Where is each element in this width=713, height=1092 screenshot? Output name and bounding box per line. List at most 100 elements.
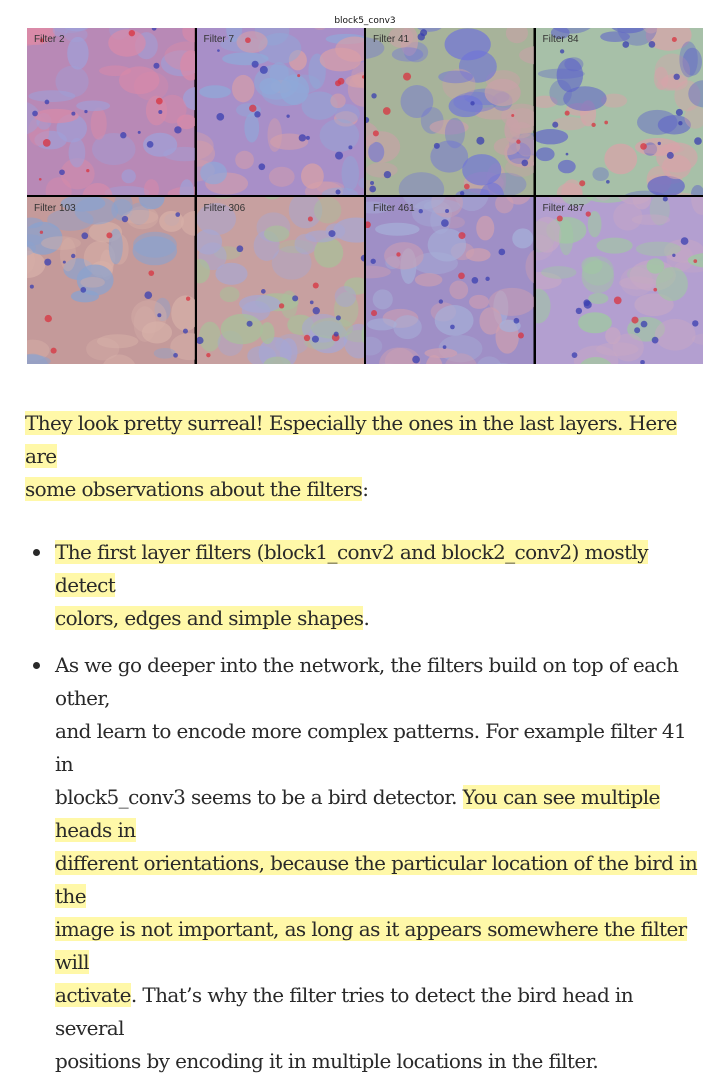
texture-dot xyxy=(335,152,343,160)
text: As we go deeper into the network, the fi… xyxy=(55,653,678,710)
texture-dot xyxy=(292,295,298,301)
texture-dot xyxy=(450,325,455,330)
article-body: They look pretty surreal! Especially the… xyxy=(25,407,705,1092)
texture-dot xyxy=(470,101,474,105)
texture-dot xyxy=(312,283,318,289)
texture-blob xyxy=(462,154,501,185)
texture-blob xyxy=(631,214,670,225)
texture-dot xyxy=(245,37,251,43)
texture-blob xyxy=(485,79,521,106)
texture-blob xyxy=(264,226,289,242)
texture-dot xyxy=(565,153,568,156)
text: and learn to encode more complex pattern… xyxy=(55,719,686,776)
texture-dot xyxy=(217,49,220,52)
texture-dot xyxy=(32,111,38,117)
texture-dot xyxy=(439,299,443,303)
filter-label: Filter 41 xyxy=(373,34,409,46)
texture-dot xyxy=(333,332,338,337)
texture-blob xyxy=(384,242,424,269)
texture-dot xyxy=(640,143,647,150)
texture-dot xyxy=(383,107,391,115)
texture-blob xyxy=(581,257,602,274)
highlight: The first layer filters (block1_conv2 an… xyxy=(55,540,648,597)
filter-texture xyxy=(27,28,195,195)
texture-dot xyxy=(337,78,344,85)
texture-dot xyxy=(335,189,340,194)
texture-dot xyxy=(458,232,465,239)
texture-dot xyxy=(575,308,581,314)
texture-dot xyxy=(51,348,57,354)
texture-dot xyxy=(591,123,595,127)
texture-blob xyxy=(334,286,355,307)
texture-dot xyxy=(303,335,309,341)
highlight: activate xyxy=(55,983,131,1007)
texture-blob xyxy=(159,211,184,232)
texture-dot xyxy=(657,142,660,145)
list-item: The first layer filters (block1_conv2 an… xyxy=(25,536,705,635)
highlight: colors, edges and simple shapes xyxy=(55,606,363,630)
texture-blob xyxy=(449,281,468,300)
texture-dot xyxy=(516,140,520,144)
texture-blob xyxy=(620,267,653,296)
texture-blob xyxy=(564,57,583,71)
texture-dot xyxy=(556,216,562,222)
texture-blob xyxy=(466,248,491,261)
filter-label: Filter 103 xyxy=(34,203,76,215)
text: : xyxy=(362,477,368,501)
bullet-icon xyxy=(33,662,40,669)
texture-dot xyxy=(156,98,163,105)
figure-title: block5_conv3 xyxy=(27,14,703,28)
texture-dot xyxy=(81,232,88,239)
texture-blob xyxy=(469,295,489,309)
texture-dot xyxy=(571,352,577,358)
texture-blob xyxy=(279,74,308,105)
texture-dot xyxy=(71,254,75,258)
intro-paragraph: They look pretty surreal! Especially the… xyxy=(25,407,705,506)
texture-blob xyxy=(220,314,263,344)
texture-dot xyxy=(148,270,154,276)
texture-dot xyxy=(278,303,283,308)
texture-dot xyxy=(579,180,585,186)
texture-dot xyxy=(412,356,420,364)
texture-dot xyxy=(458,272,465,279)
texture-dot xyxy=(693,259,697,263)
texture-blob xyxy=(236,31,267,53)
texture-dot xyxy=(305,136,309,140)
texture-dot xyxy=(384,171,391,178)
filter-label: Filter 306 xyxy=(204,203,246,215)
texture-blob xyxy=(366,162,398,177)
texture-blob xyxy=(76,100,110,111)
texture-blob xyxy=(108,29,146,56)
texture-dot xyxy=(122,216,128,222)
texture-blob xyxy=(536,147,555,161)
texture-dot xyxy=(521,160,528,167)
texture-dot xyxy=(564,111,569,116)
filter-tile: Filter 487 xyxy=(536,197,704,364)
texture-dot xyxy=(173,353,178,358)
bullet-icon xyxy=(33,549,40,556)
texture-dot xyxy=(694,137,702,145)
texture-dot xyxy=(251,61,258,68)
list-item: As we go deeper into the network, the fi… xyxy=(25,649,705,1078)
filter-grid: Filter 2 Filter 7 Filter 41 Filter 84 Fi… xyxy=(27,28,703,364)
texture-dot xyxy=(45,100,50,105)
texture-blob xyxy=(80,277,104,288)
texture-blob xyxy=(445,28,491,60)
texture-dot xyxy=(373,130,379,136)
text: . That’s why the filter tries to detect … xyxy=(55,983,633,1040)
texture-dot xyxy=(260,289,265,294)
texture-blob xyxy=(121,169,135,183)
texture-dot xyxy=(138,131,141,134)
texture-dot xyxy=(485,277,489,281)
filter-tile: Filter 103 xyxy=(27,197,195,364)
texture-blob xyxy=(661,155,690,179)
texture-dot xyxy=(441,219,449,227)
texture-blob xyxy=(232,75,254,102)
texture-dot xyxy=(472,277,479,284)
texture-blob xyxy=(392,47,423,61)
texture-blob xyxy=(268,167,294,187)
texture-blob xyxy=(449,95,483,117)
texture-dot xyxy=(335,315,340,320)
texture-blob xyxy=(415,273,442,286)
texture-dot xyxy=(371,259,376,264)
